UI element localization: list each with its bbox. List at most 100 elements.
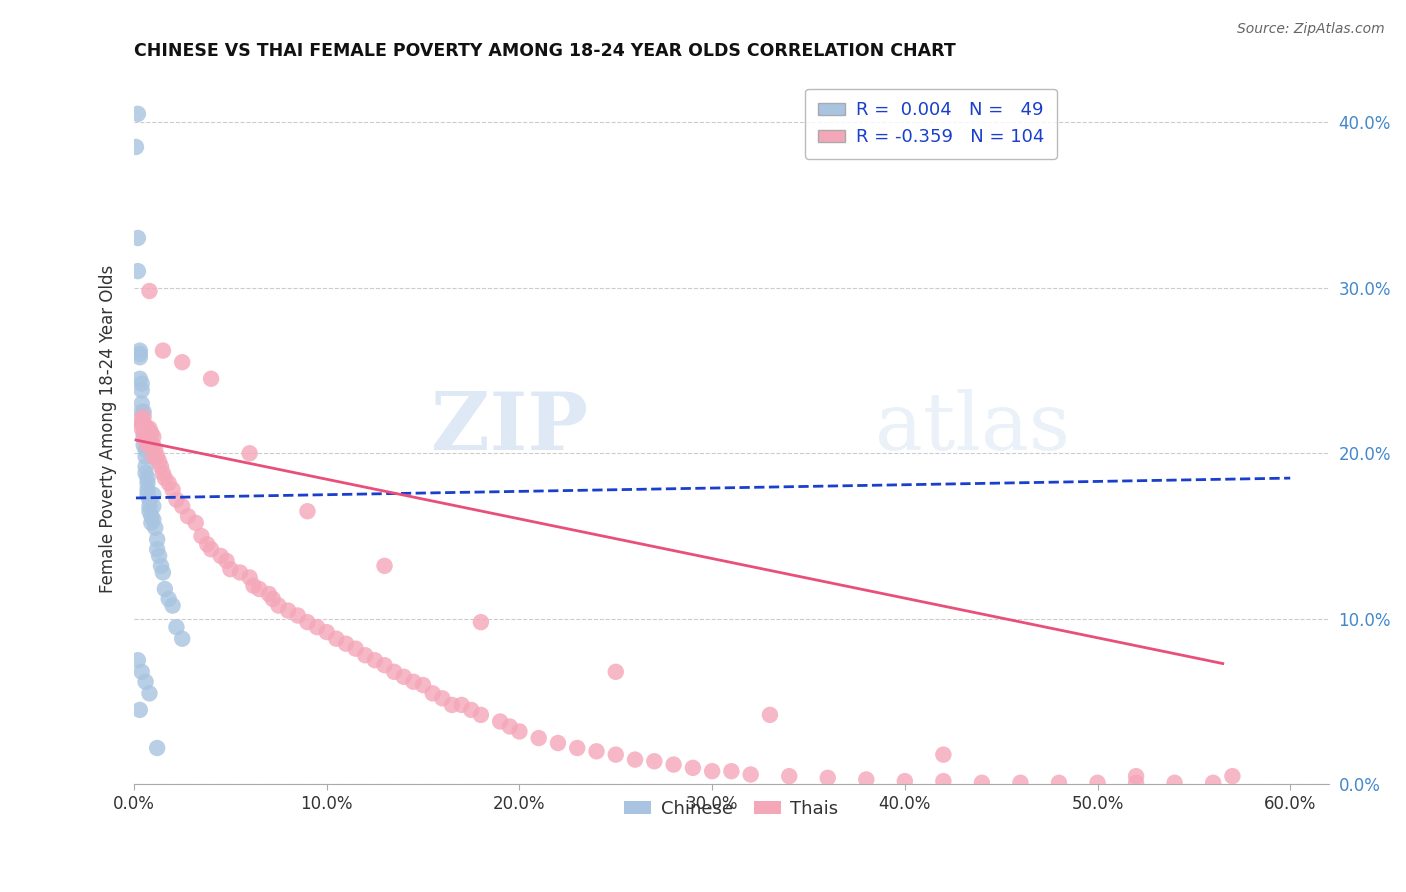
Point (242, 579, 264, 593)
Point (177, 509, 200, 524)
Point (136, 438, 159, 452)
Point (165, 620, 187, 634)
Point (138, 504, 160, 518)
Point (190, 529, 212, 543)
Point (128, 350, 150, 364)
Point (138, 430, 160, 444)
Point (219, 562, 242, 576)
Point (470, 615, 492, 629)
Point (131, 396, 153, 410)
Point (373, 658, 395, 673)
Point (142, 512, 165, 526)
Point (624, 753, 647, 767)
Point (127, 107, 149, 121)
Point (184, 516, 207, 530)
Point (440, 698, 463, 712)
Point (344, 641, 367, 656)
Point (373, 558, 395, 573)
Point (146, 542, 169, 557)
Point (605, 747, 627, 762)
Point (262, 591, 284, 606)
Point (1222, 769, 1244, 783)
Point (157, 591, 180, 606)
Point (127, 264, 149, 278)
Point (128, 343, 150, 358)
Point (759, 707, 782, 722)
Point (855, 772, 877, 787)
Point (547, 736, 569, 750)
Point (142, 430, 165, 444)
Point (239, 570, 262, 584)
Point (132, 417, 155, 431)
Point (141, 426, 163, 441)
Point (131, 405, 153, 419)
Point (297, 504, 319, 518)
Point (239, 446, 262, 460)
Point (527, 731, 550, 745)
Point (148, 454, 170, 468)
Point (138, 492, 160, 507)
Point (740, 767, 762, 781)
Point (932, 774, 955, 789)
Point (200, 372, 222, 386)
Point (894, 774, 917, 789)
Point (307, 620, 329, 634)
Point (267, 599, 290, 613)
Point (138, 421, 160, 435)
Point (460, 703, 482, 717)
Point (1087, 776, 1109, 790)
Point (152, 466, 174, 480)
Point (817, 771, 839, 785)
Text: ZIP: ZIP (432, 390, 588, 467)
Point (1010, 776, 1032, 790)
Point (141, 509, 163, 524)
Point (135, 459, 157, 474)
Point (131, 376, 153, 391)
Point (150, 558, 173, 573)
Point (200, 542, 222, 557)
Point (195, 537, 218, 551)
Point (287, 608, 309, 623)
Point (135, 466, 157, 480)
Y-axis label: Female Poverty Among 18-24 Year Olds: Female Poverty Among 18-24 Year Olds (100, 264, 117, 592)
Point (662, 757, 685, 772)
Point (128, 703, 150, 717)
Point (135, 433, 157, 447)
Point (257, 587, 280, 601)
Point (135, 442, 157, 457)
Point (157, 476, 180, 491)
Point (172, 632, 194, 646)
Point (229, 566, 252, 580)
Point (132, 430, 155, 444)
Point (136, 483, 159, 497)
Text: CHINESE VS THAI FEMALE POVERTY AMONG 18-24 YEAR OLDS CORRELATION CHART: CHINESE VS THAI FEMALE POVERTY AMONG 18-… (134, 42, 956, 60)
Point (215, 554, 238, 568)
Point (585, 744, 607, 758)
Text: atlas: atlas (875, 390, 1070, 467)
Point (1125, 769, 1147, 783)
Point (932, 747, 955, 762)
Point (277, 603, 299, 617)
Point (142, 450, 165, 464)
Point (142, 438, 165, 452)
Point (567, 741, 589, 756)
Point (1163, 776, 1185, 790)
Point (132, 426, 155, 441)
Point (131, 421, 153, 435)
Point (382, 665, 405, 679)
Point (1202, 776, 1225, 790)
Point (135, 450, 157, 464)
Point (499, 719, 522, 733)
Point (127, 231, 149, 245)
Point (128, 372, 150, 386)
Point (128, 347, 150, 361)
Point (172, 500, 194, 514)
Point (165, 492, 187, 507)
Point (605, 665, 627, 679)
Point (125, 140, 148, 154)
Point (470, 707, 492, 722)
Point (682, 761, 704, 775)
Point (132, 438, 155, 452)
Point (297, 615, 319, 629)
Point (142, 500, 165, 514)
